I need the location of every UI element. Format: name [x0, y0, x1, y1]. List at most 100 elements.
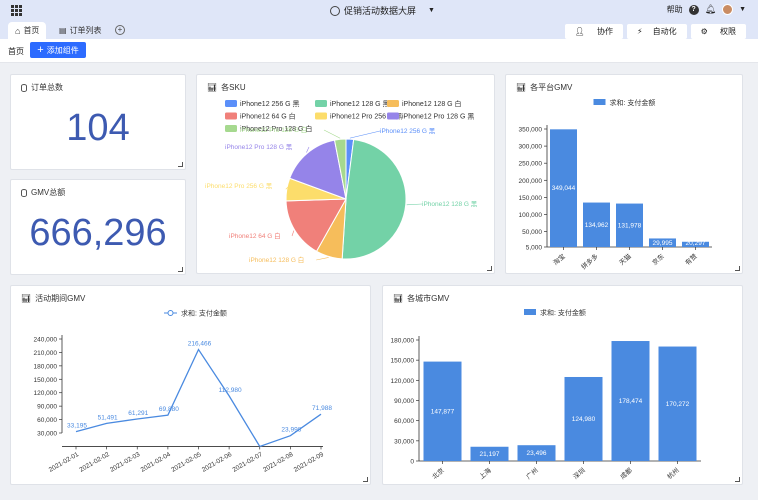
- top-header: 促销活动数据大屏 ▼ 帮助 ? 🔔︎ ▼: [0, 0, 758, 22]
- bar-value-label: 134,962: [585, 222, 609, 229]
- period-card[interactable]: 📊︎ 活动期间GMV 求和: 支付金额 30,000 60,000 90,000 120,…: [10, 285, 371, 485]
- x-tick-label: 成都: [618, 465, 634, 481]
- y-tick-label: 150,000: [519, 195, 543, 202]
- gear-icon: ⚙: [695, 25, 715, 38]
- pie-label-line: [306, 146, 310, 153]
- x-tick-label: 天猫: [617, 251, 633, 267]
- point-value-label: 69,880: [159, 406, 179, 413]
- card-title-text: 各城市GMV: [407, 294, 450, 303]
- platform-bar-chart[interactable]: 求和: 支付金额 5,000 50,000 100,000 150,000 200,000…: [506, 75, 742, 273]
- avatar[interactable]: [722, 4, 734, 15]
- y-tick-label: 60,000: [37, 417, 57, 424]
- resize-handle[interactable]: [178, 162, 183, 167]
- resize-handle[interactable]: [735, 477, 740, 482]
- series-line: [75, 348, 322, 448]
- card-title: 📊︎ 活动期间GMV: [21, 293, 85, 304]
- card-title: 订单总数: [21, 82, 63, 93]
- person-add-icon: 👤︎: [569, 25, 592, 38]
- sku-pie-chart[interactable]: iPhone12 256 G 黑 iPhone12 128 G 黑 iPhone12…: [197, 75, 494, 273]
- y-tick-label: 90,000: [394, 398, 414, 405]
- resize-handle[interactable]: [735, 266, 740, 271]
- bolt-icon: ⚡︎: [631, 25, 648, 38]
- breadcrumb[interactable]: 首页: [8, 47, 24, 56]
- legend-label: iPhone12 128 G 黑: [330, 100, 390, 108]
- add-tab-button[interactable]: +: [115, 25, 125, 35]
- x-tick-label: 2021-02-06: [201, 451, 234, 474]
- bar-value-label: 124,980: [572, 416, 596, 423]
- y-tick-label: 120,000: [391, 378, 415, 385]
- pie-slice-label: iPhone12 64 G 白: [229, 231, 281, 240]
- resize-handle[interactable]: [178, 267, 183, 272]
- point-value-label: 112,980: [219, 387, 242, 394]
- point-value-label: 61,291: [128, 410, 148, 417]
- gmv-card[interactable]: GMV总额 666,296: [10, 179, 186, 275]
- point-value-label: 51,491: [98, 414, 118, 421]
- point-value-label: 71,988: [312, 405, 332, 412]
- pie-label-line: [406, 203, 423, 206]
- x-tick-label: 淘宝: [551, 251, 567, 267]
- app-title-text: 促销活动数据大屏: [344, 6, 417, 16]
- pie-label-line: [316, 257, 329, 261]
- bar-value-label: 170,272: [666, 401, 690, 408]
- bar: [658, 346, 697, 461]
- question-icon[interactable]: ?: [688, 4, 699, 15]
- pie-slice-label: iPhone12 Pro 128 G 白: [240, 125, 307, 134]
- card-title-text: GMV总额: [31, 188, 66, 197]
- bar: [649, 238, 676, 247]
- add-component-label: 添加组件: [46, 45, 79, 55]
- apps-grid-icon[interactable]: [11, 5, 22, 16]
- orders-card[interactable]: 订单总数 104: [10, 74, 186, 170]
- chart-icon: 📊︎: [21, 294, 32, 303]
- app-title[interactable]: 促销活动数据大屏 ▼: [330, 4, 435, 17]
- card-title-text: 各平台GMV: [530, 83, 573, 92]
- help-link[interactable]: 帮助: [666, 5, 683, 14]
- y-tick-label: 180,000: [391, 338, 415, 345]
- card-title: GMV总额: [21, 187, 65, 198]
- y-tick-label: 5,000: [526, 245, 543, 252]
- y-tick-label: 250,000: [519, 161, 543, 168]
- add-component-button[interactable]: + 添加组件: [30, 42, 86, 58]
- legend-label: iPhone12 64 G 白: [240, 112, 296, 121]
- period-line-chart[interactable]: 求和: 支付金额 30,000 60,000 90,000 120,000 150,000…: [11, 286, 370, 484]
- collab-button[interactable]: 👤︎ 协作: [564, 24, 623, 39]
- platform-card[interactable]: 📊︎ 各平台GMV 求和: 支付金额 5,000 50,000 100,000 150,0…: [505, 74, 743, 274]
- resize-handle[interactable]: [487, 266, 492, 271]
- bar-value-label: 29,995: [653, 240, 673, 247]
- legend-label: iPhone12 Pro 128 G 黑: [402, 113, 474, 121]
- permission-button[interactable]: ⚙ 权限: [690, 24, 746, 39]
- bar-value-label: 131,978: [618, 222, 642, 229]
- bell-icon[interactable]: 🔔︎: [704, 4, 717, 14]
- automation-button[interactable]: ⚡︎ 自动化: [626, 24, 687, 39]
- city-card[interactable]: 📊︎ 各城市GMV 求和: 支付金额 0 30,000 60,000 90,000 120,…: [382, 285, 743, 485]
- bar: [682, 241, 709, 247]
- legend-swatch: [387, 112, 399, 120]
- orders-total-value: 104: [66, 107, 130, 149]
- resize-handle[interactable]: [363, 477, 368, 482]
- caret-down-icon[interactable]: ▼: [739, 6, 746, 13]
- tab-order-list[interactable]: ▤ 订单列表: [52, 22, 109, 39]
- y-tick-label: 150,000: [34, 377, 58, 384]
- database-icon: [21, 188, 27, 197]
- legend-label: 求和: 支付金额: [540, 308, 586, 317]
- y-tick-label: 90,000: [37, 404, 57, 411]
- x-tick-label: 深圳: [571, 466, 587, 481]
- pie-slice-label: iPhone12 Pro 128 G 黑: [225, 143, 293, 151]
- pie-label-line: [323, 129, 341, 139]
- bar-value-label: 23,496: [527, 450, 547, 457]
- pie-slice: [341, 138, 407, 260]
- city-bar-chart[interactable]: 求和: 支付金额 0 30,000 60,000 90,000 120,000 150,00…: [383, 286, 742, 484]
- tab-home[interactable]: ⌂ 首页: [8, 22, 47, 39]
- x-tick-label: 广州: [524, 466, 540, 481]
- legend-label: iPhone12 Pro 128 G 白: [240, 124, 312, 133]
- pie-slice-label: iPhone12 Pro 256 G 黑: [205, 182, 273, 190]
- legend-swatch: [315, 112, 327, 120]
- bar-value-label: 20,297: [686, 240, 706, 247]
- legend-swatch: [387, 100, 399, 107]
- x-tick-label: 上海: [477, 465, 493, 481]
- legend-swatch: [315, 100, 327, 107]
- gmv-total-value: 666,296: [29, 212, 167, 254]
- legend-marker: [167, 310, 174, 316]
- pie-slice-label: iPhone12 256 G 黑: [380, 127, 436, 135]
- bar: [470, 446, 509, 461]
